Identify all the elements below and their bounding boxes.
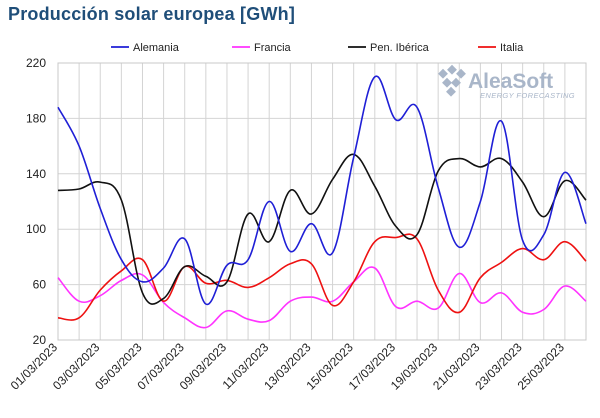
series-line-italia xyxy=(57,233,587,321)
legend-label: Alemania xyxy=(133,42,180,54)
plot-border xyxy=(57,62,587,341)
legend-label: Pen. Ibérica xyxy=(370,42,430,54)
logo-dot-icon xyxy=(447,64,457,75)
series-lines xyxy=(57,75,587,329)
y-axis: 20 60 100 140 180 220 xyxy=(26,56,46,347)
logo-dot-icon xyxy=(456,68,466,79)
series-line-francia xyxy=(57,266,587,329)
watermark-brand: AleaSoft xyxy=(468,70,553,93)
series-line-alemania xyxy=(57,75,587,305)
y-tick-label: 20 xyxy=(33,333,47,347)
legend[interactable]: Alemania Francia Pen. Ibérica Italia xyxy=(111,42,524,54)
y-tick-label: 100 xyxy=(26,222,46,236)
chart-title: Producción solar europea [GWh] xyxy=(8,4,296,24)
legend-label: Francia xyxy=(254,42,292,54)
logo-dot-icon xyxy=(438,68,448,79)
legend-item[interactable]: Italia xyxy=(478,42,524,54)
aleasoft-logo-icon xyxy=(438,64,466,97)
logo-dot-icon xyxy=(442,77,452,88)
legend-item[interactable]: Pen. Ibérica xyxy=(348,42,430,54)
legend-item[interactable]: Alemania xyxy=(111,42,180,54)
watermark-tagline: ENERGY FORECASTING xyxy=(480,91,575,100)
logo-dot-icon xyxy=(446,86,456,97)
legend-label: Italia xyxy=(500,42,524,54)
x-axis: 01/03/202303/03/202305/03/202307/03/2023… xyxy=(8,340,567,393)
y-tick-label: 180 xyxy=(26,111,46,125)
y-tick-label: 60 xyxy=(33,278,47,292)
y-tick-label: 220 xyxy=(26,56,46,70)
legend-item[interactable]: Francia xyxy=(232,42,292,54)
y-tick-label: 140 xyxy=(26,167,46,181)
series-line-pen-ib-rica xyxy=(57,153,587,305)
